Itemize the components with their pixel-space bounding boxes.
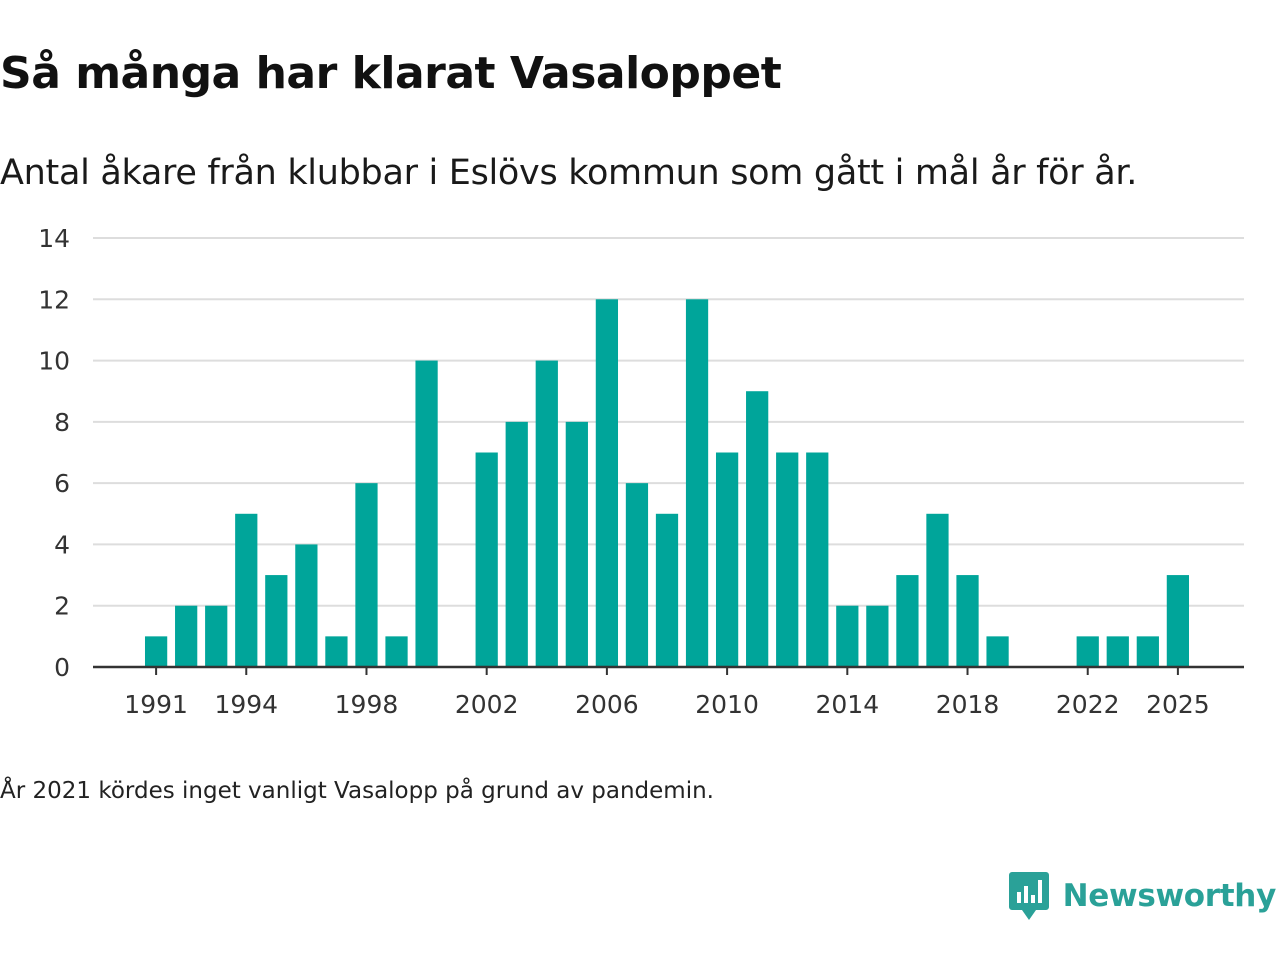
bar-2022	[1076, 636, 1099, 667]
newsworthy-logo-icon	[1008, 872, 1049, 920]
bar-1994	[235, 513, 258, 667]
x-tick-label: 1998	[335, 690, 399, 719]
brand-logo: Newsworthy	[1008, 870, 1277, 922]
x-tick-label: 2018	[936, 690, 1000, 719]
bar-2018	[956, 575, 979, 667]
bar-2019	[986, 636, 1009, 667]
bar-1991	[144, 636, 168, 667]
bar-2012	[776, 452, 799, 667]
bar-1995	[265, 575, 288, 667]
bar-2000	[415, 360, 438, 667]
x-tick-label: 2014	[815, 690, 879, 719]
y-tick-label: 6	[54, 469, 70, 498]
x-tick-label: 2002	[455, 690, 519, 719]
bar-1999	[385, 636, 408, 667]
x-axis-ticks: 1991 1994 1998 2002 2006 2010 2014 2018 2022 2025	[93, 665, 1244, 719]
bar-2004	[535, 360, 558, 667]
bar-1997	[325, 636, 348, 667]
bar-1993	[205, 605, 228, 667]
bar-2005	[565, 421, 588, 667]
bar-2003	[505, 421, 528, 667]
bar-2008	[655, 513, 679, 667]
x-tick-label: 2022	[1056, 690, 1120, 719]
x-tick-label: 2006	[575, 690, 639, 719]
bar-2013	[806, 452, 829, 667]
bar-1998	[355, 483, 378, 667]
bar-2024	[1136, 636, 1159, 667]
bar-2016	[896, 575, 919, 667]
chart-subtitle: Antal åkare från klubbar i Eslövs kommun…	[0, 153, 1138, 193]
bar-2010	[715, 452, 739, 667]
y-tick-label: 2	[54, 592, 70, 621]
bar-2009	[685, 299, 709, 667]
bar-2006	[595, 299, 619, 667]
bar-chart: 0 2 4 6 8 10 12 14 1991 1994 1998 2002 2006 2010 2014…	[38, 224, 1244, 719]
y-tick-label: 12	[38, 285, 70, 314]
y-tick-label: 14	[38, 224, 70, 253]
x-tick-label: 1994	[214, 690, 278, 719]
y-tick-label: 0	[54, 653, 70, 682]
bar-2002	[475, 452, 498, 667]
x-tick-label: 2010	[695, 690, 759, 719]
bar-2025	[1166, 575, 1190, 667]
bar-2014	[836, 605, 859, 667]
y-axis-ticks: 0 2 4 6 8 10 12 14	[38, 224, 70, 682]
bars	[144, 299, 1190, 667]
y-tick-label: 4	[54, 530, 70, 559]
chart-title: Så många har klarat Vasaloppet	[0, 48, 782, 99]
x-tick-label: 2025	[1146, 690, 1210, 719]
bar-2011	[746, 391, 769, 667]
bar-1992	[175, 605, 198, 667]
y-tick-label: 10	[38, 347, 70, 376]
bar-1996	[295, 544, 318, 667]
bar-2023	[1106, 636, 1129, 667]
bar-2007	[625, 483, 649, 667]
brand-name: Newsworthy	[1062, 878, 1277, 914]
x-tick-label: 1991	[124, 690, 188, 719]
y-tick-label: 8	[54, 408, 70, 437]
footnote: År 2021 kördes inget vanligt Vasalopp på…	[0, 778, 714, 804]
bar-2017	[926, 513, 949, 667]
bar-2015	[866, 605, 889, 667]
